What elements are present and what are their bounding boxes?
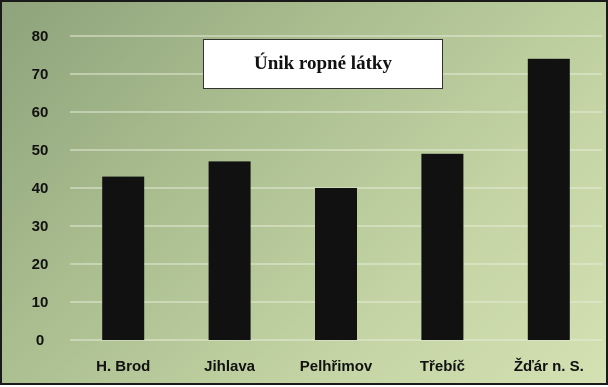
y-tick-label: 0 [36, 332, 44, 349]
y-tick-label: 70 [32, 66, 49, 83]
y-tick-label: 10 [32, 294, 49, 311]
x-category-label: Pelhřimov [300, 358, 373, 375]
bar [102, 176, 145, 340]
x-category-label: Žďár n. S. [514, 357, 584, 375]
y-axis-ticks: 0 10 20 30 40 50 60 70 80 [32, 28, 49, 349]
y-tick-label: 30 [32, 218, 49, 235]
x-category-label: Třebíč [420, 358, 465, 375]
x-category-label: H. Brod [96, 358, 150, 375]
bar [315, 188, 357, 340]
chart-title: Únik ropné látky [203, 39, 443, 89]
bar [527, 58, 570, 341]
y-tick-label: 80 [32, 28, 49, 45]
y-tick-label: 20 [32, 256, 49, 273]
bar [421, 153, 464, 340]
y-tick-label: 50 [32, 142, 49, 159]
y-tick-label: 60 [32, 104, 49, 121]
bars [102, 58, 570, 341]
y-tick-label: 40 [32, 180, 49, 197]
x-category-label: Jihlava [204, 358, 256, 375]
x-axis-labels: H. Brod Jihlava Pelhřimov Třebíč Žďár n. S. [96, 357, 584, 375]
bar [208, 161, 251, 340]
